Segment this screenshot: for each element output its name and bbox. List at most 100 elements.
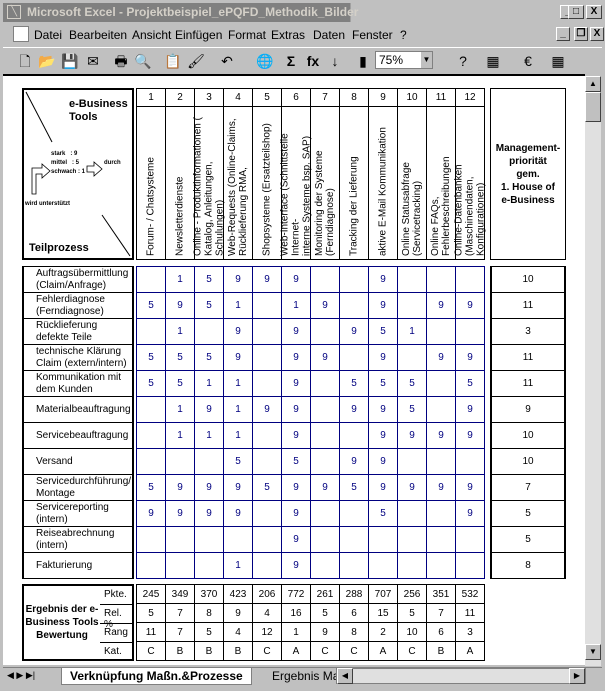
matrix-cell[interactable] — [194, 448, 224, 475]
matrix-cell[interactable]: 5 — [136, 474, 166, 501]
matrix-cell[interactable]: 9 — [368, 292, 398, 319]
autosum-icon[interactable]: Σ — [286, 53, 296, 69]
matrix-cell[interactable] — [426, 318, 456, 345]
help-icon[interactable]: ? — [459, 53, 467, 69]
result-cell[interactable]: 288 — [339, 584, 369, 604]
borders-icon[interactable]: ▦ — [486, 53, 500, 69]
matrix-cell[interactable] — [136, 266, 166, 293]
result-cell[interactable]: 9 — [310, 622, 340, 642]
result-cell[interactable]: 15 — [368, 603, 398, 623]
matrix-cell[interactable]: 9 — [310, 474, 340, 501]
result-cell[interactable]: A — [368, 641, 398, 661]
matrix-cell[interactable]: 5 — [165, 370, 195, 397]
result-cell[interactable]: C — [310, 641, 340, 661]
result-cell[interactable]: 1 — [281, 622, 311, 642]
matrix-cell[interactable]: 9 — [281, 474, 311, 501]
result-cell[interactable]: C — [252, 641, 282, 661]
matrix-cell[interactable]: 5 — [368, 370, 398, 397]
matrix-cell[interactable]: 9 — [339, 318, 369, 345]
matrix-cell[interactable]: 1 — [223, 370, 253, 397]
matrix-cell[interactable]: 9 — [455, 474, 485, 501]
matrix-cell[interactable]: 9 — [223, 318, 253, 345]
matrix-cell[interactable]: 9 — [368, 422, 398, 449]
scroll-up-button[interactable]: ▲ — [585, 76, 601, 92]
matrix-cell[interactable] — [136, 396, 166, 423]
matrix-cell[interactable]: 9 — [426, 474, 456, 501]
matrix-cell[interactable]: 1 — [223, 396, 253, 423]
matrix-cell[interactable] — [426, 266, 456, 293]
matrix-cell[interactable] — [136, 552, 166, 579]
result-cell[interactable]: 11 — [136, 622, 166, 642]
matrix-cell[interactable]: 9 — [281, 396, 311, 423]
matrix-cell[interactable]: 9 — [339, 396, 369, 423]
matrix-cell[interactable]: 9 — [310, 292, 340, 319]
result-cell[interactable]: C — [136, 641, 166, 661]
menu-extras[interactable]: Extras — [271, 28, 306, 42]
matrix-cell[interactable]: 9 — [223, 500, 253, 527]
save-icon[interactable]: 💾 — [61, 53, 79, 69]
matrix-cell[interactable]: 5 — [252, 474, 282, 501]
matrix-cell[interactable] — [368, 526, 398, 553]
doc-restore-button[interactable]: ❐ — [574, 27, 588, 41]
matrix-cell[interactable] — [339, 344, 369, 371]
matrix-cell[interactable] — [397, 266, 427, 293]
matrix-cell[interactable] — [310, 396, 340, 423]
matrix-cell[interactable] — [223, 526, 253, 553]
matrix-cell[interactable] — [310, 448, 340, 475]
open-icon[interactable]: 📂 — [38, 53, 56, 69]
matrix-cell[interactable]: 9 — [455, 500, 485, 527]
matrix-cell[interactable]: 1 — [281, 292, 311, 319]
matrix-cell[interactable] — [252, 318, 282, 345]
tab-nav-icon[interactable]: ◀ ▶ ▶| — [7, 670, 36, 680]
result-cell[interactable]: 7 — [165, 622, 195, 642]
result-cell[interactable]: 370 — [194, 584, 224, 604]
result-cell[interactable]: C — [397, 641, 427, 661]
matrix-cell[interactable] — [252, 370, 282, 397]
matrix-cell[interactable]: 1 — [223, 422, 253, 449]
euro-icon[interactable]: € — [524, 53, 532, 69]
paste-icon[interactable]: 📋 — [164, 53, 182, 69]
matrix-cell[interactable]: 5 — [194, 344, 224, 371]
menu-datei[interactable]: Datei — [34, 28, 63, 42]
matrix-cell[interactable] — [136, 448, 166, 475]
matrix-cell[interactable] — [310, 500, 340, 527]
matrix-cell[interactable]: 9 — [368, 396, 398, 423]
matrix-cell[interactable] — [310, 422, 340, 449]
result-cell[interactable]: 12 — [252, 622, 282, 642]
matrix-cell[interactable] — [339, 292, 369, 319]
matrix-cell[interactable] — [339, 526, 369, 553]
matrix-cell[interactable]: 1 — [165, 266, 195, 293]
matrix-cell[interactable] — [426, 526, 456, 553]
matrix-cell[interactable]: 5 — [368, 500, 398, 527]
result-cell[interactable]: C — [339, 641, 369, 661]
new-icon[interactable]: 🗋 — [19, 53, 31, 69]
chevron-down-icon[interactable]: ▼ — [421, 52, 432, 68]
mail-icon[interactable]: ✉ — [87, 53, 99, 69]
result-cell[interactable]: B — [165, 641, 195, 661]
matrix-cell[interactable]: 9 — [223, 344, 253, 371]
matrix-cell[interactable]: 9 — [281, 526, 311, 553]
zoom-select[interactable]: 75% — [375, 51, 433, 69]
matrix-cell[interactable] — [165, 448, 195, 475]
tab-verknuepfung[interactable]: Verknüpfung Maßn.&Prozesse — [61, 668, 252, 685]
matrix-cell[interactable]: 9 — [397, 422, 427, 449]
scroll-down-button[interactable]: ▼ — [585, 644, 601, 660]
matrix-cell[interactable] — [252, 422, 282, 449]
matrix-cell[interactable]: 9 — [252, 266, 282, 293]
matrix-cell[interactable]: 9 — [281, 422, 311, 449]
matrix-cell[interactable]: 9 — [368, 474, 398, 501]
maximize-button[interactable]: □ — [568, 5, 584, 19]
matrix-cell[interactable]: 9 — [165, 474, 195, 501]
matrix-cell[interactable] — [165, 552, 195, 579]
matrix-cell[interactable] — [310, 370, 340, 397]
matrix-cell[interactable]: 5 — [136, 370, 166, 397]
result-cell[interactable]: 351 — [426, 584, 456, 604]
matrix-cell[interactable]: 9 — [281, 552, 311, 579]
matrix-cell[interactable] — [397, 526, 427, 553]
matrix-cell[interactable]: 9 — [223, 474, 253, 501]
matrix-cell[interactable] — [339, 266, 369, 293]
matrix-cell[interactable] — [339, 422, 369, 449]
matrix-cell[interactable]: 9 — [281, 370, 311, 397]
menu-[interactable]: ? — [400, 28, 407, 42]
matrix-cell[interactable]: 5 — [339, 474, 369, 501]
